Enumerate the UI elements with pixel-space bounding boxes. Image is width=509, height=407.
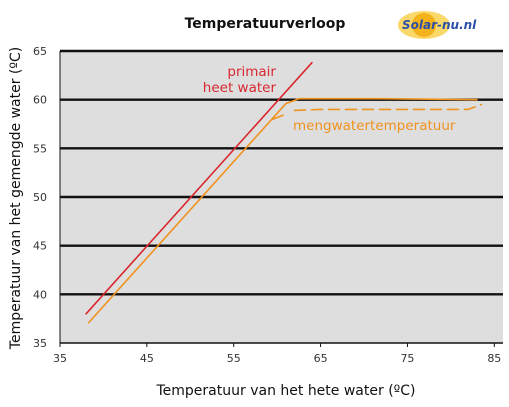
x-tick-label-35: 35 — [53, 352, 67, 365]
tick-labels: 35 40 45 50 55 60 65 35 45 55 65 75 85 — [33, 45, 501, 365]
x-axis-label: Temperatuur van het hete water (ºC) — [156, 383, 416, 399]
x-tick-label-85: 85 — [487, 352, 501, 365]
x-tick-label-45: 45 — [140, 352, 154, 365]
y-tick-label-60: 60 — [33, 94, 47, 107]
logo-text: Solar-nu.nl — [402, 18, 477, 32]
annotation-mengwatertemperatuur: mengwatertemperatuur — [293, 118, 456, 134]
x-tick-label-75: 75 — [400, 352, 414, 365]
annotation-primair: primair — [227, 64, 276, 80]
solar-nu-logo: Solar-nu.nl — [398, 11, 477, 39]
chart-title: Temperatuurverloop — [185, 16, 346, 32]
axes — [59, 51, 503, 347]
series-line-0 — [85, 61, 313, 315]
y-axis-label: Temperatuur van het gemengde water (ºC) — [8, 47, 24, 350]
annotation-heet-water: heet water — [203, 80, 277, 96]
y-tick-label-50: 50 — [33, 191, 47, 204]
y-tick-label-55: 55 — [33, 142, 47, 155]
y-tick-label-40: 40 — [33, 288, 47, 301]
series-group — [85, 61, 483, 324]
y-tick-label-35: 35 — [33, 337, 47, 350]
series-line-1 — [87, 97, 478, 324]
series-line-2 — [271, 113, 287, 120]
series-line-3 — [293, 103, 483, 112]
logo-sun-icon — [412, 13, 436, 37]
y-tick-label-45: 45 — [33, 240, 47, 253]
x-tick-label-55: 55 — [227, 352, 241, 365]
y-tick-label-65: 65 — [33, 45, 47, 58]
x-tick-label-65: 65 — [314, 352, 328, 365]
